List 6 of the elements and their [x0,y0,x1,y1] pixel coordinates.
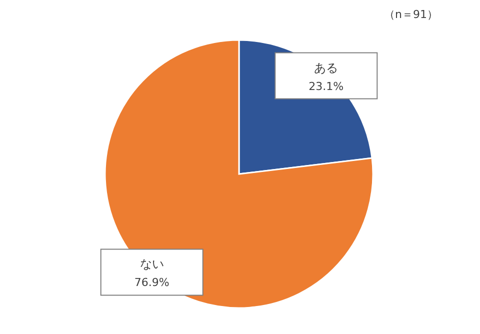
slice-label: ある [314,60,338,75]
pie-slice [104,39,374,309]
data-label: 23.1% [308,80,344,93]
slice-label: ない [140,257,164,272]
data-label: 76.9% [134,276,170,290]
text: （n＝91） [384,8,438,21]
